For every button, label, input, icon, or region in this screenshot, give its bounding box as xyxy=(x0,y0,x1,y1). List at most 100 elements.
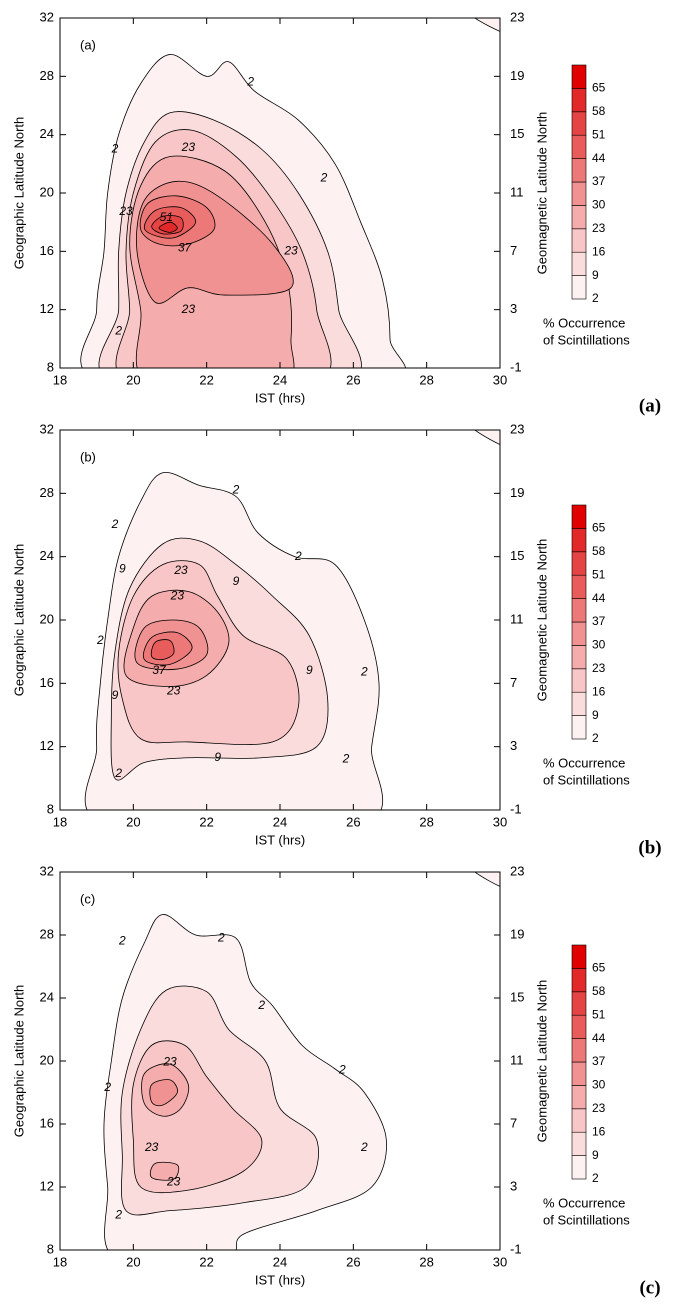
x-tick-label: 18 xyxy=(53,1254,67,1269)
colorbar-segment xyxy=(571,111,587,136)
colorbar-title: % Occurrence xyxy=(543,1195,625,1210)
y-tick-label: 28 xyxy=(40,68,54,83)
colorbar-label: 2 xyxy=(592,1171,599,1185)
y2-tick-label: 3 xyxy=(510,301,517,316)
y2-tick-label: 23 xyxy=(510,421,524,436)
contour-label: 23 xyxy=(181,140,196,154)
y2-tick-label: -1 xyxy=(510,801,522,816)
colorbar-segment xyxy=(571,1038,587,1063)
colorbar-label: 37 xyxy=(592,174,606,188)
contour-label: 23 xyxy=(181,302,196,316)
y-tick-label: 16 xyxy=(40,243,54,258)
contour-region xyxy=(149,1079,178,1107)
colorbar-label: 44 xyxy=(592,1031,606,1045)
x-axis-label: IST (hrs) xyxy=(255,832,305,847)
y-axis-label: Geographic Latitude North xyxy=(11,544,26,696)
colorbar-segment xyxy=(571,1155,587,1180)
y2-tick-label: 11 xyxy=(510,1052,524,1067)
colorbar-segment xyxy=(571,1108,587,1133)
y-tick-label: 32 xyxy=(40,421,54,436)
y2-tick-label: -1 xyxy=(510,1241,522,1256)
colorbar-segment xyxy=(571,715,587,740)
contour-label: 2 xyxy=(338,1063,346,1077)
colorbar-label: 37 xyxy=(592,614,606,628)
contour-label: 9 xyxy=(214,750,221,764)
colorbar-label: 51 xyxy=(592,127,606,141)
colorbar-label: 58 xyxy=(592,104,606,118)
y-tick-label: 24 xyxy=(40,548,54,563)
contour-label: 2 xyxy=(103,1080,111,1094)
colorbar-label: 58 xyxy=(592,544,606,558)
colorbar-segment xyxy=(571,645,587,670)
panel-label: (b) xyxy=(80,449,96,464)
y2-tick-label: 23 xyxy=(510,9,524,24)
contour-label: 2 xyxy=(114,324,122,338)
colorbar-title: % Occurrence xyxy=(543,755,625,770)
colorbar-segment xyxy=(571,944,587,969)
colorbar-segment xyxy=(571,228,587,253)
contour-label: 2 xyxy=(118,933,126,947)
contour-region xyxy=(150,639,175,661)
contour-label: 2 xyxy=(246,74,254,88)
panel-label: (c) xyxy=(80,891,95,906)
colorbar-segment xyxy=(571,598,587,623)
y2-axis-label: Geomagnetic Latitude North xyxy=(534,112,549,275)
y-tick-label: 16 xyxy=(40,675,54,690)
contour-region xyxy=(474,430,500,445)
colorbar-label: 9 xyxy=(592,268,599,282)
y2-tick-label: 15 xyxy=(510,126,524,141)
y-tick-label: 28 xyxy=(40,926,54,941)
colorbar-label: 2 xyxy=(592,291,599,305)
colorbar-segment xyxy=(571,668,587,693)
figure-label: (a) xyxy=(639,395,661,416)
x-tick-label: 20 xyxy=(126,372,140,387)
contour-label: 37 xyxy=(178,241,193,255)
x-tick-label: 24 xyxy=(273,814,287,829)
x-tick-label: 20 xyxy=(126,814,140,829)
contour-label: 37 xyxy=(152,663,167,677)
x-tick-label: 24 xyxy=(273,1254,287,1269)
contour-label: 2 xyxy=(111,517,119,531)
figure-label: (b) xyxy=(638,837,661,858)
y2-tick-label: 19 xyxy=(510,68,524,83)
contour-label: 23 xyxy=(173,563,188,577)
colorbar-segment xyxy=(571,275,587,300)
x-axis-label: IST (hrs) xyxy=(255,390,305,405)
colorbar-label: 30 xyxy=(592,198,606,212)
x-tick-label: 18 xyxy=(53,372,67,387)
figure-label: (c) xyxy=(639,1277,660,1298)
y2-axis-label: Geomagnetic Latitude North xyxy=(534,539,549,702)
colorbar-label: 51 xyxy=(592,567,606,581)
contour-region xyxy=(474,18,500,32)
colorbar-segment xyxy=(571,205,587,230)
x-tick-label: 22 xyxy=(199,372,213,387)
contour-label: 2 xyxy=(217,930,225,944)
colorbar-label: 9 xyxy=(592,1148,599,1162)
colorbar-label: 9 xyxy=(592,708,599,722)
contour-label: 51 xyxy=(160,210,173,224)
contour-label: 23 xyxy=(144,1140,159,1154)
contour-label: 2 xyxy=(320,171,328,185)
contour-label: 2 xyxy=(360,664,368,678)
colorbar-segment xyxy=(571,621,587,646)
colorbar-segment xyxy=(571,88,587,113)
y2-tick-label: 15 xyxy=(510,548,524,563)
y2-tick-label: -1 xyxy=(510,359,522,374)
x-tick-label: 28 xyxy=(419,814,433,829)
y-tick-label: 8 xyxy=(47,801,54,816)
x-tick-label: 24 xyxy=(273,372,287,387)
colorbar-segment xyxy=(571,1014,587,1039)
y2-tick-label: 19 xyxy=(510,485,524,500)
colorbar-segment xyxy=(571,528,587,553)
x-tick-label: 28 xyxy=(419,372,433,387)
contour-label: 9 xyxy=(233,574,240,588)
contour-label: 23 xyxy=(118,204,133,218)
colorbar-segment xyxy=(571,251,587,276)
x-tick-label: 26 xyxy=(346,1254,360,1269)
colorbar-segment xyxy=(571,1085,587,1110)
contour-label: 23 xyxy=(283,244,298,258)
contour-label: 9 xyxy=(119,562,126,576)
contour-label: 9 xyxy=(306,663,313,677)
